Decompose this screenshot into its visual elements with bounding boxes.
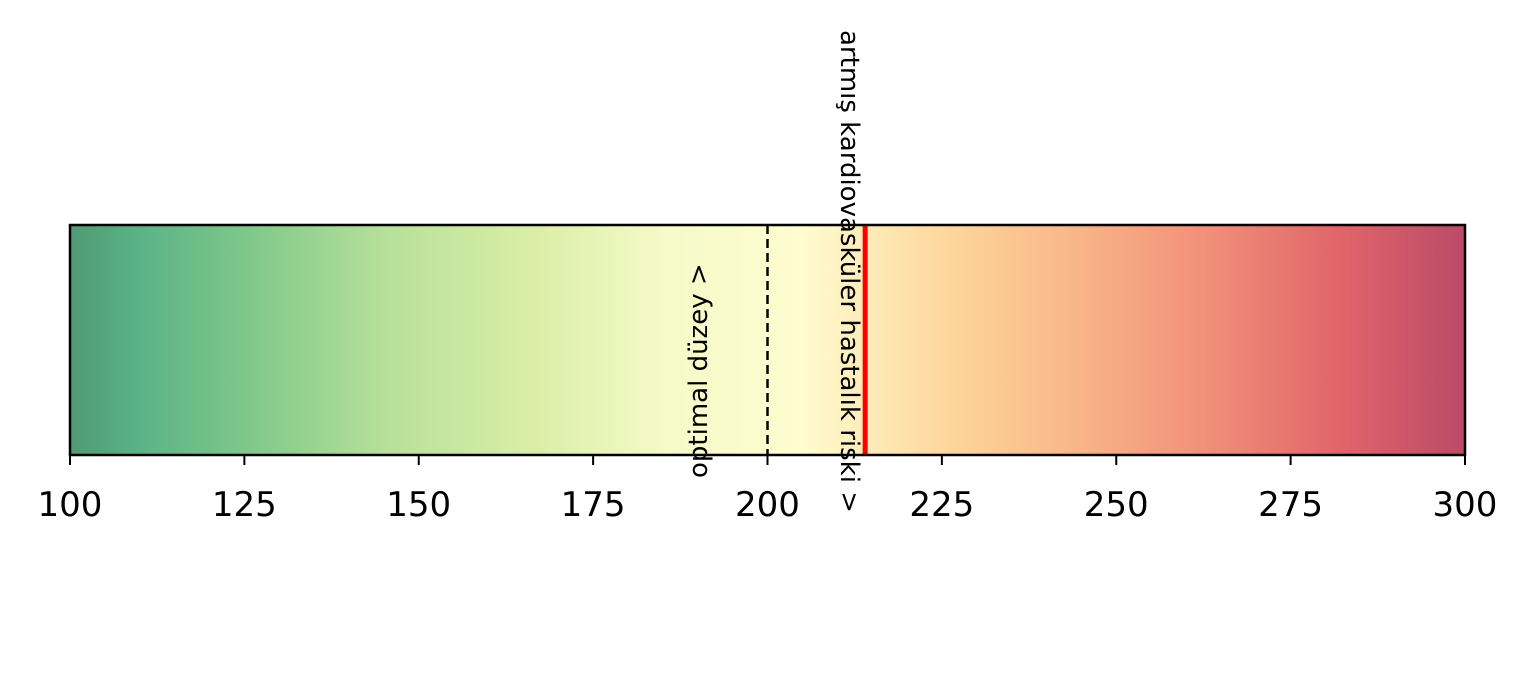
- reference-lines: [766, 225, 868, 455]
- annotation-optimal: optimal düzey >: [684, 263, 714, 478]
- x-tick-label-150: 150: [386, 485, 451, 525]
- x-tick-label-175: 175: [561, 485, 626, 525]
- x-tick-label-300: 300: [1433, 485, 1498, 525]
- x-tick-label-250: 250: [1084, 485, 1149, 525]
- x-tick-label-275: 275: [1258, 485, 1323, 525]
- x-tick-label-125: 125: [212, 485, 277, 525]
- x-tick-label-100: 100: [38, 485, 103, 525]
- x-tick-label-225: 225: [909, 485, 974, 525]
- annotation-risk: artmış kardiovasküler hastalık riski >: [834, 30, 864, 513]
- x-tick-label-200: 200: [735, 485, 800, 525]
- annotations: optimal düzey > artmış kardiovasküler has…: [684, 30, 864, 513]
- x-axis: 100 125 150 175 200 225 250 275 300: [38, 455, 1498, 525]
